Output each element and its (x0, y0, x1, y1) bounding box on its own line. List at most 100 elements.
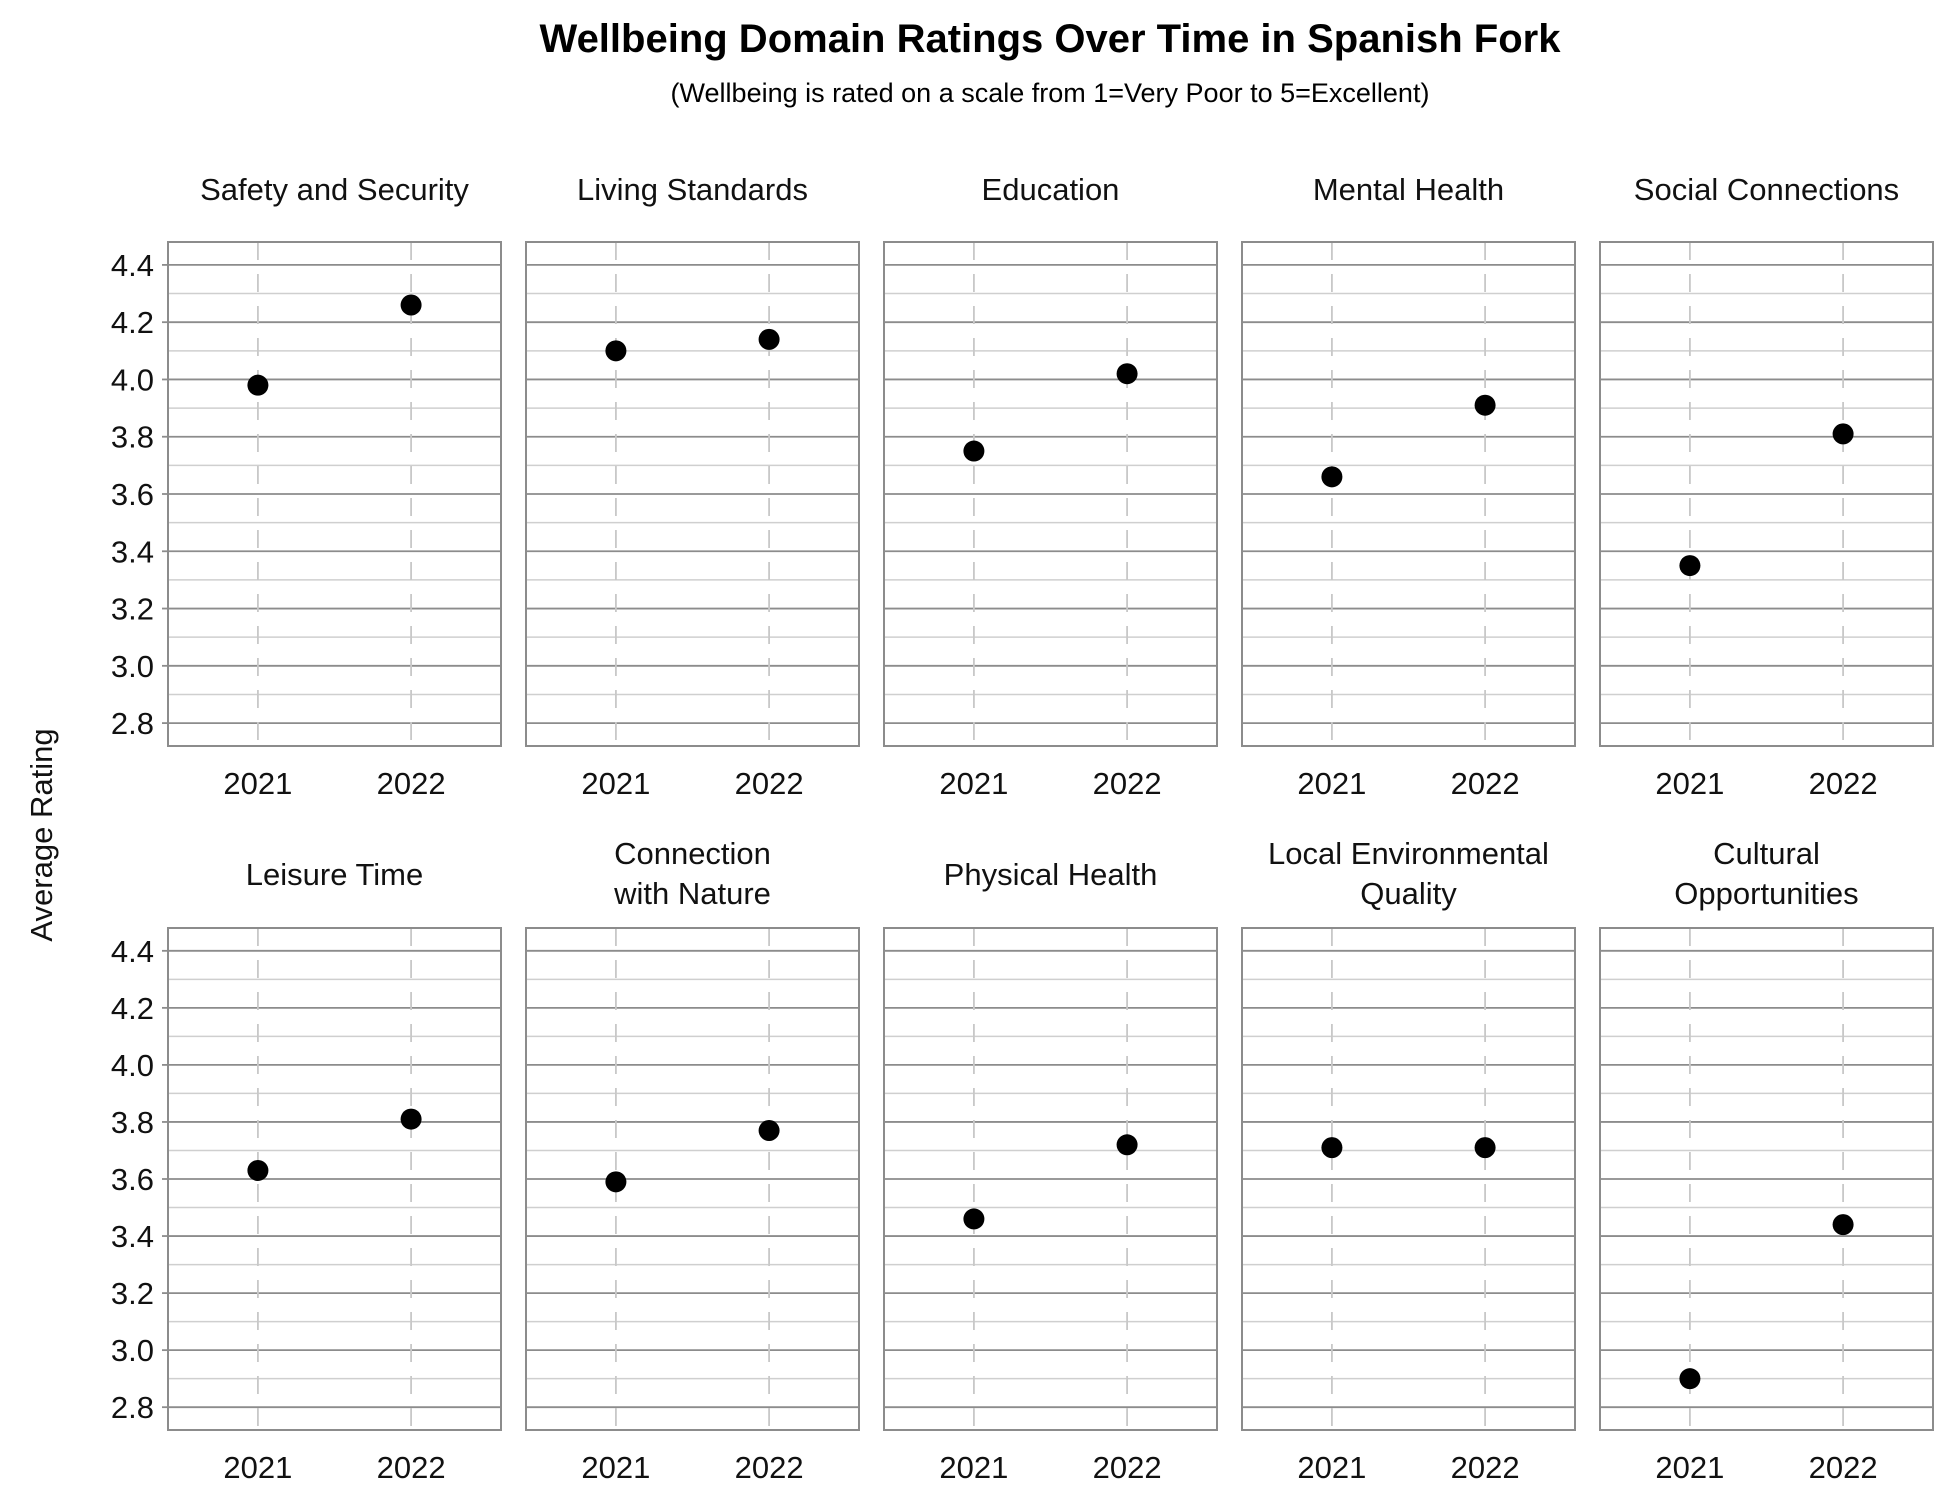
facet-title-line: Quality (1360, 876, 1457, 911)
x-tick-label: 2022 (1809, 766, 1878, 801)
facet-title: Social Connections (1634, 172, 1899, 207)
facet-title: Leisure Time (246, 857, 423, 892)
y-tick-label: 3.4 (111, 534, 154, 569)
facet-panel: Living Standards 2021 2022 (525, 172, 860, 801)
data-point (758, 328, 780, 350)
facet-title-line: with Nature (613, 876, 771, 911)
panel-border (167, 927, 502, 1431)
facet-panels: 2.8 3.0 3.2 3.4 3.6 3.8 4.0 4.2 4.4 Safety and Se… (111, 172, 1934, 1485)
panel-border (883, 241, 1218, 747)
x-tick-label: 2021 (939, 1450, 1008, 1485)
panel-border (1241, 241, 1576, 747)
x-tick-label: 2021 (223, 1450, 292, 1485)
y-tick-label: 3.6 (111, 477, 154, 512)
panel-border (525, 241, 860, 747)
data-point (1832, 423, 1854, 445)
facet-panel: Education 2021 2022 (883, 172, 1218, 801)
x-tick-label: 2022 (377, 1450, 446, 1485)
x-tick-label: 2022 (735, 766, 804, 801)
y-tick-label: 4.4 (111, 248, 154, 283)
y-tick-label: 4.0 (111, 1048, 154, 1083)
y-tick-label: 4.0 (111, 362, 154, 397)
x-tick-label: 2021 (581, 766, 650, 801)
x-tick-label: 2022 (1809, 1450, 1878, 1485)
facet-panel: Social Connections 2021 2022 (1599, 172, 1934, 801)
facet-title-line: Mental Health (1313, 172, 1504, 207)
data-point (758, 1120, 780, 1142)
x-tick-label: 2022 (1451, 766, 1520, 801)
y-tick-label: 3.2 (111, 592, 154, 627)
panel-border (167, 241, 502, 747)
x-tick-label: 2022 (1451, 1450, 1520, 1485)
y-tick-label: 4.4 (111, 934, 154, 969)
y-tick-label: 3.8 (111, 420, 154, 455)
y-axis-label: Average Rating (24, 728, 59, 941)
panel-border (1599, 241, 1934, 747)
x-tick-label: 2021 (939, 766, 1008, 801)
facet-title-line: Local Environmental (1268, 836, 1549, 871)
y-tick-label: 2.8 (111, 706, 154, 741)
facet-panel: Connection with Nature 2021 2022 (525, 836, 860, 1485)
data-point (247, 1159, 269, 1181)
facet-title-line: Safety and Security (200, 172, 469, 207)
facet-title-line: Cultural (1713, 836, 1820, 871)
facet-title-line: Opportunities (1674, 876, 1858, 911)
data-point (605, 340, 627, 362)
y-tick-label: 2.8 (111, 1390, 154, 1425)
facet-panel: Mental Health 2021 2022 (1241, 172, 1576, 801)
x-tick-label: 2021 (1655, 766, 1724, 801)
y-tick-label: 3.4 (111, 1219, 154, 1254)
data-point (1321, 466, 1343, 488)
facet-title: Physical Health (944, 857, 1158, 892)
data-point (1679, 555, 1701, 577)
data-point (605, 1171, 627, 1193)
facet-title-line: Education (982, 172, 1120, 207)
facet-panel: 2.8 3.0 3.2 3.4 3.6 3.8 4.0 4.2 4.4 Leisure Time 2… (111, 857, 502, 1485)
y-tick-label: 3.0 (111, 1333, 154, 1368)
chart-title: Wellbeing Domain Ratings Over Time in Sp… (540, 17, 1562, 61)
panel-border (1599, 927, 1934, 1431)
y-tick-label: 3.6 (111, 1162, 154, 1197)
data-point (963, 440, 985, 462)
data-point (1832, 1214, 1854, 1236)
x-tick-label: 2022 (1093, 1450, 1162, 1485)
facet-title: Local Environmental Quality (1268, 836, 1549, 911)
data-point (400, 1108, 422, 1130)
y-tick-label: 4.2 (111, 991, 154, 1026)
facet-title: Living Standards (577, 172, 808, 207)
x-tick-label: 2021 (1297, 1450, 1366, 1485)
facet-title: Mental Health (1313, 172, 1504, 207)
data-point (1474, 1137, 1496, 1159)
x-tick-label: 2021 (1655, 1450, 1724, 1485)
facet-panel: Cultural Opportunities 2021 2022 (1599, 836, 1934, 1485)
x-tick-label: 2022 (735, 1450, 804, 1485)
data-point (1116, 1134, 1138, 1156)
data-point (963, 1208, 985, 1230)
x-tick-label: 2021 (223, 766, 292, 801)
data-point (400, 294, 422, 316)
x-tick-label: 2021 (1297, 766, 1366, 801)
panel-border (525, 927, 860, 1431)
data-point (1321, 1137, 1343, 1159)
facet-title-line: Leisure Time (246, 857, 423, 892)
data-point (1679, 1368, 1701, 1390)
data-point (1474, 394, 1496, 416)
y-tick-label: 3.8 (111, 1105, 154, 1140)
facet-panel: Local Environmental Quality 2021 2022 (1241, 836, 1576, 1485)
facet-title-line: Physical Health (944, 857, 1158, 892)
facet-title: Connection with Nature (613, 836, 771, 911)
facet-title: Cultural Opportunities (1674, 836, 1858, 911)
y-tick-label: 4.2 (111, 305, 154, 340)
y-tick-label: 3.2 (111, 1276, 154, 1311)
chart-subtitle: (Wellbeing is rated on a scale from 1=Ve… (671, 78, 1430, 108)
panel-border (883, 927, 1218, 1431)
y-tick-label: 3.0 (111, 649, 154, 684)
x-tick-label: 2021 (581, 1450, 650, 1485)
data-point (247, 374, 269, 396)
x-tick-label: 2022 (377, 766, 446, 801)
facet-panel: Physical Health 2021 2022 (883, 857, 1218, 1485)
facet-title-line: Connection (614, 836, 771, 871)
x-tick-label: 2022 (1093, 766, 1162, 801)
facet-panel: 2.8 3.0 3.2 3.4 3.6 3.8 4.0 4.2 4.4 Safety and Se… (111, 172, 502, 801)
